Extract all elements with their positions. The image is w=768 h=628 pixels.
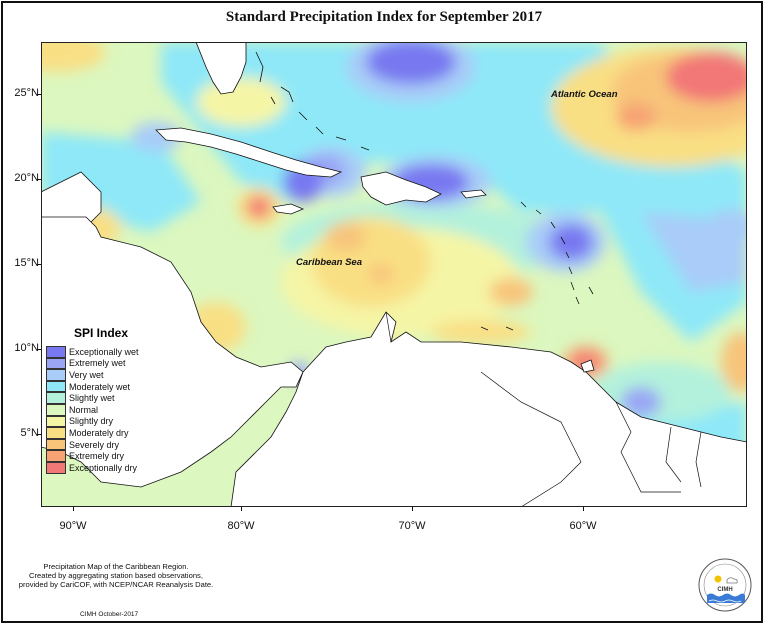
country-borders [385,311,702,507]
legend-swatch [46,427,66,439]
footer-line-3: provided by CariCOF, with NCEP/NCAR Rean… [18,580,214,589]
legend-swatch [46,380,66,393]
lon-label-90w: 90°W [59,520,87,532]
legend-item: Moderately wet [46,380,166,393]
lat-label-25n: 25°N [14,87,39,99]
south-america-land [230,311,747,507]
legend-swatch [46,450,66,462]
trinidad-land [580,359,595,373]
lon-tick [412,507,413,511]
caribbean-sea-label: Caribbean Sea [296,257,362,268]
legend-items: Exceptionally wet Extremely wet Very wet Mo… [46,346,166,474]
cuba-land [155,127,343,178]
lat-label-10n: 10°N [14,342,39,354]
legend-swatch [46,357,66,370]
lon-tick [73,507,74,511]
lon-label-60w: 60°W [569,520,597,532]
lat-tick [37,349,41,350]
legend-item: Slightly wet [46,392,166,404]
cimh-logo-icon: CIMH [697,557,753,613]
lon-label-70w: 70°W [398,520,426,532]
legend-label: Extremely wet [69,358,126,369]
lat-tick [37,264,41,265]
legend-swatch [46,392,66,404]
spi-anomaly-field [41,42,747,507]
legend-item: Normal [46,403,166,416]
legend-swatch [46,346,66,358]
legend-item: Slightly dry [46,415,166,428]
spi-map-canvas [41,42,747,507]
legend-swatch [46,415,66,428]
legend-label: Very wet [69,369,104,380]
footer-note: Precipitation Map of the Caribbean Regio… [16,562,216,589]
legend-item: Exceptionally wet [46,346,166,358]
footer-line-1: Precipitation Map of the Caribbean Regio… [43,562,189,571]
lat-tick [37,179,41,180]
lesser-antilles [480,201,594,331]
legend-label: Moderately wet [69,381,131,392]
legend-title: SPI Index [73,326,129,340]
legend-label: Exceptionally wet [69,346,139,357]
lat-tick [37,94,41,95]
central-america-land [41,216,304,488]
legend-swatch [46,461,66,474]
lon-tick [583,507,584,511]
legend-item: Moderately dry [46,427,166,439]
lat-label-15n: 15°N [14,257,39,269]
hispaniola-land [360,171,442,206]
jamaica-land [272,203,305,215]
legend-label: Moderately dry [69,427,129,438]
atlantic-ocean-label: Atlantic Ocean [551,89,618,100]
legend-item: Severely dry [46,438,166,451]
legend-item: Very wet [46,369,166,381]
landmasses [41,42,747,507]
spi-legend: SPI Index Exceptionally wet Extremely wet… [46,326,166,474]
bahamas-islands [255,51,370,151]
legend-label: Extremely dry [69,451,125,462]
legend-swatch [46,438,66,451]
lat-tick [37,434,41,435]
legend-item: Exceptionally dry [46,461,166,474]
legend-label: Exceptionally dry [69,462,138,473]
legend-swatch [46,403,66,416]
legend-item: Extremely wet [46,357,166,370]
puerto-rico-land [460,189,487,199]
lon-tick [241,507,242,511]
spi-map [41,42,747,507]
lat-label-20n: 20°N [14,172,39,184]
lon-label-80w: 80°W [227,520,255,532]
logo-text: CIMH [717,587,732,593]
legend-swatch [46,369,66,381]
lat-label-5n: 5°N [20,427,39,439]
footer-line-2: Created by aggregating station based obs… [29,571,203,580]
map-title: Standard Precipitation Index for Septemb… [225,9,543,25]
legend-item: Extremely dry [46,450,166,462]
credit-text: CIMH October-2017 [80,611,139,618]
legend-label: Slightly wet [69,393,115,404]
legend-label: Slightly dry [69,416,114,427]
legend-label: Normal [69,404,99,415]
florida-land [195,42,247,95]
legend-label: Severely dry [69,439,120,450]
